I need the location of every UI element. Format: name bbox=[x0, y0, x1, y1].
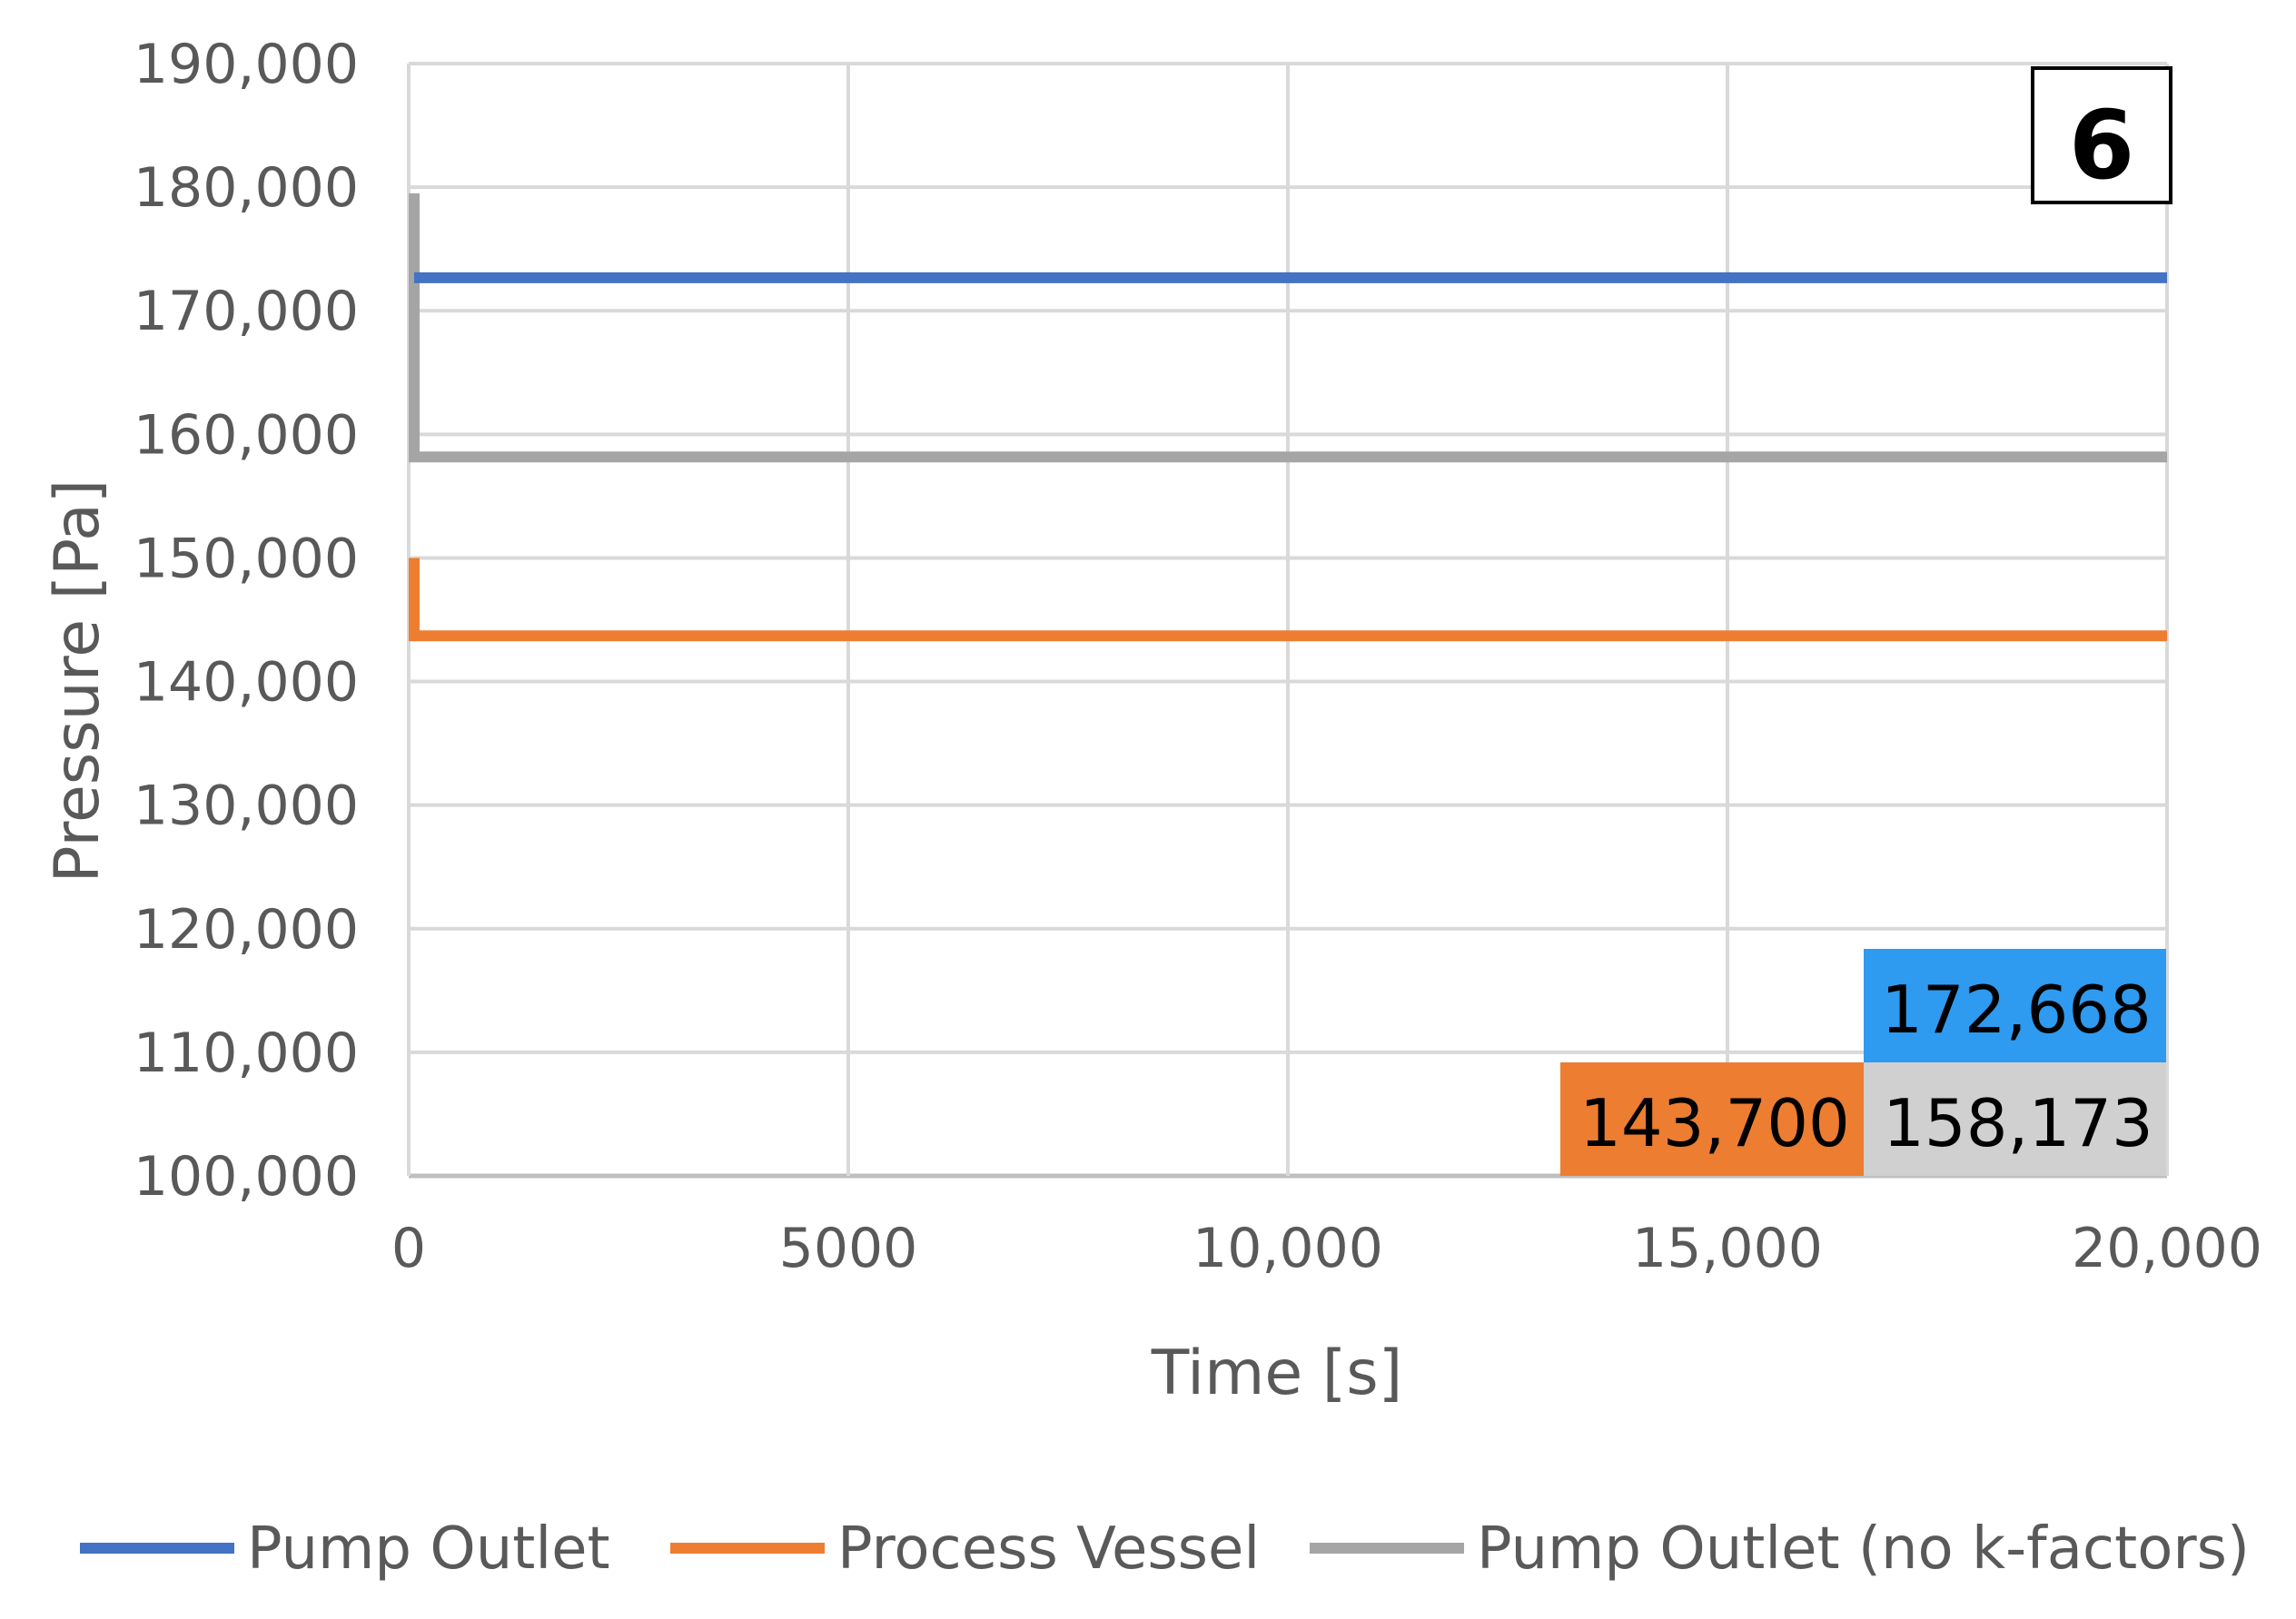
value-label-no-k-factors: 158,173 bbox=[1883, 1085, 2153, 1161]
series-line-pump-outlet-no-k-factors bbox=[409, 193, 2167, 463]
tick-labels: 100,000 110,000 120,000 130,000 140,000 150,0… bbox=[134, 33, 2262, 1280]
x-tick-label: 15,000 bbox=[1632, 1217, 1823, 1280]
value-box-no-k-factors bbox=[1864, 1062, 2166, 1176]
value-box-process-vessel bbox=[1560, 1062, 1864, 1176]
y-tick-label: 150,000 bbox=[134, 527, 359, 590]
y-tick-label: 180,000 bbox=[134, 156, 359, 220]
x-tick-label: 20,000 bbox=[2072, 1217, 2262, 1280]
series-line-process-vessel bbox=[409, 558, 2167, 642]
legend: Pump Outlet Process Vessel Pump Outlet (… bbox=[80, 1515, 2250, 1583]
legend-label-pump-outlet: Pump Outlet bbox=[247, 1515, 610, 1583]
legend-label-no-k-factors: Pump Outlet (no k-factors) bbox=[1477, 1515, 2250, 1583]
y-tick-label: 130,000 bbox=[134, 775, 359, 838]
y-tick-label: 110,000 bbox=[134, 1022, 359, 1085]
legend-label-process-vessel: Process Vessel bbox=[837, 1515, 1260, 1583]
y-tick-label: 170,000 bbox=[134, 280, 359, 343]
y-tick-label: 190,000 bbox=[134, 33, 359, 96]
x-axis-title: Time [s] bbox=[1151, 1338, 1403, 1409]
y-tick-label: 140,000 bbox=[134, 651, 359, 715]
value-box-pump-outlet bbox=[1864, 949, 2166, 1062]
y-tick-label: 160,000 bbox=[134, 403, 359, 467]
value-label-pump-outlet: 172,668 bbox=[1881, 972, 2152, 1048]
x-tick-label: 5000 bbox=[779, 1217, 918, 1280]
y-tick-label: 120,000 bbox=[134, 898, 359, 962]
panel-label-box bbox=[2031, 66, 2172, 204]
value-label-process-vessel: 143,700 bbox=[1579, 1085, 1850, 1161]
panel-label: 6 bbox=[2069, 90, 2134, 201]
series-lines bbox=[409, 193, 2167, 642]
y-tick-label: 100,000 bbox=[134, 1145, 359, 1209]
y-axis-title: Pressure [Pa] bbox=[42, 479, 114, 884]
x-tick-label: 0 bbox=[391, 1217, 426, 1280]
x-tick-label: 10,000 bbox=[1193, 1217, 1383, 1280]
